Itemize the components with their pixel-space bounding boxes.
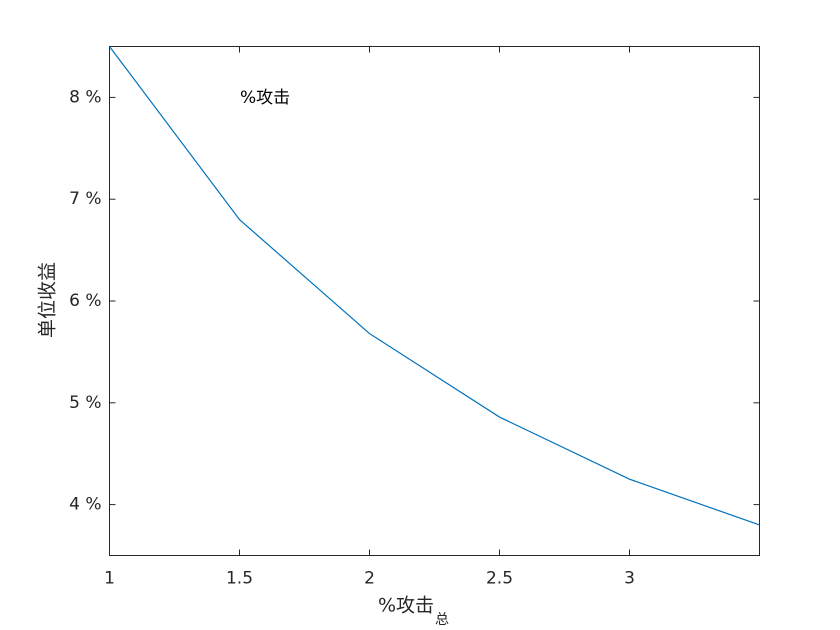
x-tick-label: 3: [624, 569, 635, 589]
x-tick-label: 1.5: [226, 569, 253, 589]
y-tick-label: 7 %: [69, 189, 101, 209]
y-axis-label: 单位收益: [37, 262, 59, 338]
x-tick-label: 2.5: [486, 569, 513, 589]
x-axis-label-subscript: 总: [435, 612, 449, 628]
x-tick-label: 1: [104, 569, 115, 589]
annotation: %攻击: [240, 88, 290, 108]
y-tick-label: 6 %: [69, 291, 101, 311]
x-axis-label: %攻击: [378, 595, 434, 617]
x-tick-label: 2: [364, 569, 375, 589]
y-tick-label: 8 %: [69, 87, 101, 107]
axes-box: [109, 46, 760, 556]
y-tick-label: 4 %: [69, 495, 101, 515]
data-line: [109, 46, 760, 526]
y-tick-label: 5 %: [69, 393, 101, 413]
